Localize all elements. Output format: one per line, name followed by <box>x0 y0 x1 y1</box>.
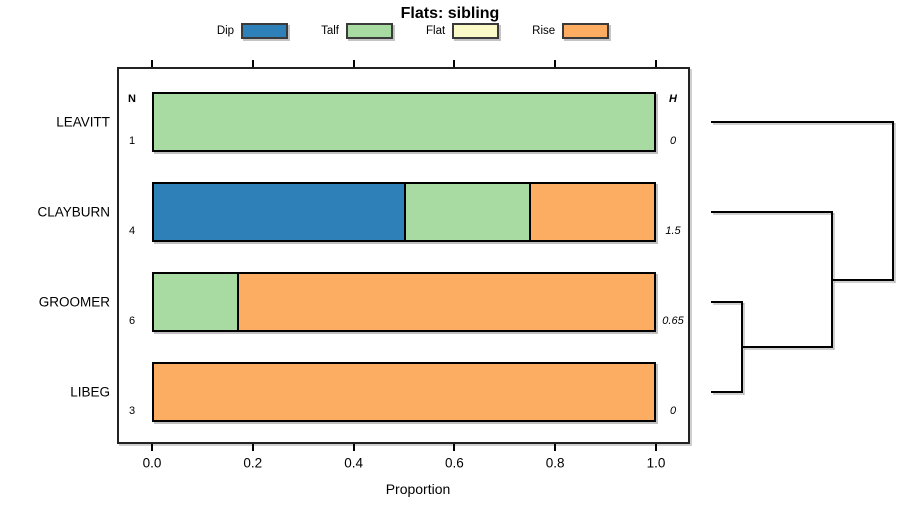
bar-segment-talf <box>404 184 529 240</box>
legend-label: Talf <box>321 25 339 37</box>
dendrogram-branch <box>711 301 742 303</box>
chart-title: Flats: sibling <box>400 5 500 22</box>
bar-groomer <box>152 272 656 332</box>
x-axis-tick-label: 0.2 <box>243 455 263 471</box>
legend-swatch-flat <box>452 23 500 39</box>
bar-segment-talf <box>154 94 654 150</box>
x-axis-tick-top <box>251 60 254 67</box>
x-axis-tick-top <box>352 60 355 67</box>
bar-leavitt <box>152 92 656 152</box>
column-header-n: N <box>128 93 136 105</box>
n-value: 3 <box>128 405 136 417</box>
x-axis-tick-bottom <box>554 444 557 451</box>
bar-libeg <box>152 362 656 422</box>
h-value: 0 <box>669 135 677 147</box>
x-axis-tick-label: 1.0 <box>646 455 666 471</box>
x-axis-tick-top <box>554 60 557 67</box>
column-header-h: H <box>669 93 677 105</box>
row-label-leavitt: LEAVITT <box>56 114 110 130</box>
legend: Dip Talf Flat Rise <box>0 23 826 39</box>
legend-item-talf: Talf <box>321 23 393 39</box>
bar-segment-dip <box>154 184 404 240</box>
row-label-clayburn: CLAYBURN <box>37 204 110 220</box>
legend-item-flat: Flat <box>425 23 500 39</box>
dendrogram-branch <box>832 278 893 281</box>
x-axis-tick-label: 0.8 <box>545 455 565 471</box>
bar-segment-rise <box>237 274 654 330</box>
x-axis-tick-label: 0.4 <box>344 455 363 471</box>
dendrogram-branch <box>711 211 832 213</box>
legend-item-rise: Rise <box>532 23 610 39</box>
bar-segment-rise <box>529 184 654 240</box>
x-axis-tick-bottom <box>251 444 254 451</box>
legend-label: Rise <box>532 25 556 37</box>
bar-clayburn <box>152 182 656 242</box>
x-axis-tick-bottom <box>655 444 657 451</box>
n-value: 1 <box>128 135 136 147</box>
legend-swatch-talf <box>345 23 393 39</box>
x-axis-tick-bottom <box>352 444 355 451</box>
dendrogram-branch <box>742 346 832 348</box>
row-label-libeg: LIBEG <box>70 384 110 400</box>
x-axis-tick-bottom <box>453 444 456 451</box>
dendrogram-join <box>892 121 894 281</box>
n-value: 4 <box>128 225 136 237</box>
h-value: 1.5 <box>665 225 681 237</box>
plot-box <box>117 67 690 444</box>
legend-label: Dip <box>216 25 235 37</box>
x-axis-tick-bottom <box>151 444 153 451</box>
bar-segment-talf <box>154 274 238 330</box>
h-value: 0 <box>669 405 677 417</box>
legend-label: Flat <box>425 25 446 37</box>
x-axis-label: Proportion <box>385 481 451 497</box>
x-axis-tick-top <box>655 60 657 67</box>
dendrogram-branch <box>711 391 742 393</box>
row-label-groomer: GROOMER <box>38 294 110 310</box>
x-axis-tick-label: 0.0 <box>142 455 162 471</box>
x-axis-tick-top <box>453 60 456 67</box>
legend-swatch-dip <box>241 23 289 39</box>
x-axis-tick-label: 0.6 <box>445 455 464 471</box>
legend-swatch-rise <box>562 23 610 39</box>
x-axis-tick-top <box>151 60 153 67</box>
legend-item-dip: Dip <box>216 23 289 39</box>
bar-segment-rise <box>154 364 654 420</box>
n-value: 6 <box>128 315 136 327</box>
dendrogram-branch <box>711 121 893 123</box>
h-value: 0.65 <box>662 315 684 327</box>
